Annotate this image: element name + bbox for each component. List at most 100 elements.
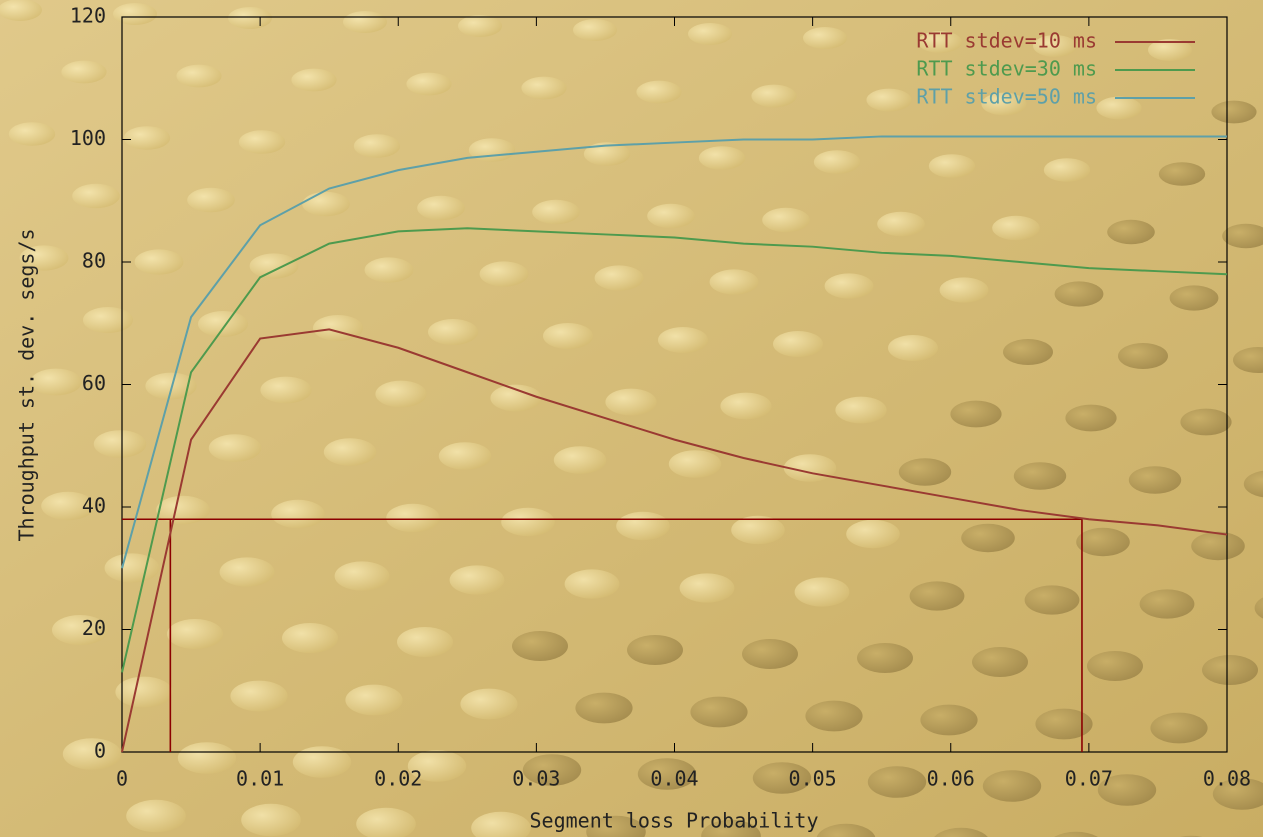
background-dot: [209, 434, 261, 462]
background-dot: [176, 65, 221, 88]
background-dot: [595, 265, 644, 290]
legend-label: RTT stdev=30 ms: [916, 57, 1097, 81]
x-axis-label: Segment loss Probability: [530, 809, 819, 833]
legend-label: RTT stdev=50 ms: [916, 85, 1097, 109]
background-dot: [61, 61, 106, 84]
background-dot: [950, 401, 1001, 428]
background-dot: [846, 520, 900, 548]
y-tick-label: 80: [82, 249, 106, 273]
background-dot: [1087, 651, 1143, 681]
background-dot: [1096, 97, 1141, 120]
background-dot: [354, 134, 400, 158]
y-tick-label: 100: [70, 126, 106, 150]
background-dot: [868, 766, 926, 798]
background-dot: [636, 81, 681, 104]
background-dot: [458, 15, 502, 37]
y-tick-label: 60: [82, 371, 106, 395]
background-dot: [124, 126, 170, 150]
background-dot: [773, 331, 823, 357]
background-dot: [803, 27, 847, 49]
background-dot: [762, 208, 810, 232]
x-tick-label: 0.01: [236, 767, 284, 791]
background-dot: [688, 23, 732, 45]
background-dot: [220, 557, 275, 586]
chart: Segment loss Probability Throughput st. …: [0, 0, 1263, 837]
background-dot: [250, 253, 299, 278]
background-dot: [910, 581, 965, 610]
background-dot: [113, 3, 157, 25]
background-dot: [521, 77, 566, 100]
background-dot: [239, 130, 285, 154]
background-dot: [899, 458, 951, 486]
background-dot: [835, 397, 886, 424]
background-dot: [480, 261, 529, 286]
background-dot: [1055, 281, 1104, 306]
background-dot: [605, 389, 656, 416]
background-dot: [1129, 466, 1181, 494]
background-dot: [814, 150, 860, 174]
background-dot: [135, 249, 184, 274]
background-dot: [532, 200, 580, 224]
background-dot: [406, 73, 451, 96]
background-dot: [397, 627, 453, 657]
background-dot: [751, 85, 796, 108]
background-dot: [460, 689, 517, 720]
background-dot: [972, 647, 1028, 677]
background-dot: [877, 212, 925, 236]
background-dot: [187, 188, 235, 212]
y-tick-label: 120: [70, 4, 106, 28]
background-dot: [554, 446, 606, 474]
background-dot: [241, 804, 301, 836]
background-dot: [1065, 405, 1116, 432]
x-tick-label: 0.08: [1203, 767, 1251, 791]
background-dot: [940, 277, 989, 302]
background-dot: [1150, 713, 1207, 744]
y-tick-label: 40: [82, 494, 106, 518]
background-dot: [573, 19, 617, 41]
background-dot: [961, 524, 1015, 552]
background-dot: [228, 7, 272, 29]
background-dot: [795, 577, 850, 606]
background-dot: [690, 697, 747, 728]
background-dot: [710, 269, 759, 294]
background-dot: [469, 138, 515, 162]
background-dot: [1107, 220, 1155, 244]
background-dot: [178, 742, 236, 774]
background-dot: [1170, 285, 1219, 310]
background-dot: [1180, 409, 1231, 436]
background-dot: [512, 631, 568, 661]
background-dot: [627, 635, 683, 665]
background-dot: [1044, 158, 1090, 182]
background-dot: [699, 146, 745, 170]
y-tick-label: 0: [94, 739, 106, 763]
background-dot: [1025, 585, 1080, 614]
background-dot: [1191, 532, 1245, 560]
background-dot: [345, 685, 402, 716]
background-dot: [324, 438, 376, 466]
x-tick-label: 0.02: [374, 767, 422, 791]
background-dot: [501, 508, 555, 536]
background-dot: [302, 192, 350, 216]
background-dot: [825, 273, 874, 298]
background-dot: [1159, 162, 1205, 186]
x-tick-label: 0.07: [1065, 767, 1113, 791]
background-dot: [115, 677, 172, 708]
background-dot: [731, 516, 785, 544]
background-dot: [680, 573, 735, 602]
x-tick-label: 0: [116, 767, 128, 791]
background-dot: [83, 307, 133, 333]
background-dot: [983, 770, 1041, 802]
background-dot: [439, 442, 491, 470]
background-dot: [386, 504, 440, 532]
x-tick-label: 0.03: [512, 767, 560, 791]
background-dot: [616, 512, 670, 540]
background-dot: [1076, 528, 1130, 556]
background-dot: [658, 327, 708, 353]
background-dot: [742, 639, 798, 669]
background-dot: [1014, 462, 1066, 490]
y-tick-label: 20: [82, 616, 106, 640]
background-dot: [72, 184, 120, 208]
background-dot: [63, 738, 121, 770]
background-dot: [417, 196, 465, 220]
x-tick-label: 0.04: [650, 767, 698, 791]
